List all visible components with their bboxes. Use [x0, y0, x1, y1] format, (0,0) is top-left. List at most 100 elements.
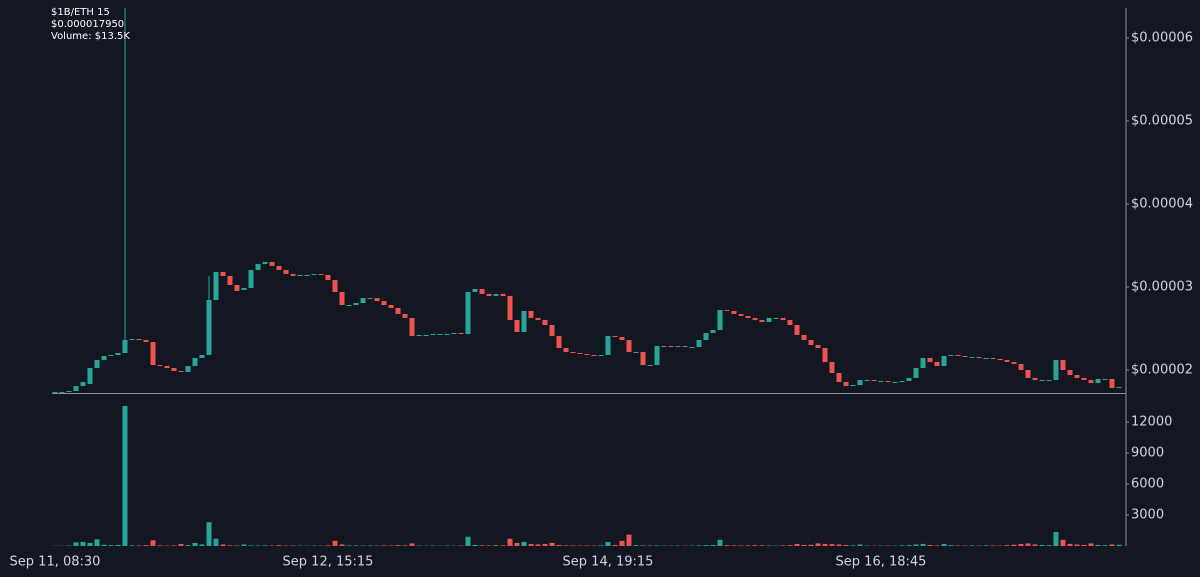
volume-bar — [1095, 544, 1101, 546]
candle-body — [339, 291, 345, 306]
volume-bar — [472, 544, 478, 546]
candle-body — [990, 357, 996, 359]
candle-body — [864, 379, 870, 381]
candle-body — [458, 332, 464, 334]
candle-body — [528, 310, 534, 318]
volume-bar — [703, 545, 709, 546]
volume-bar — [521, 541, 527, 546]
volume-bar — [549, 542, 555, 546]
candle-body — [1053, 360, 1059, 380]
candle-body — [311, 273, 317, 275]
candle-body — [500, 293, 506, 296]
volume-bar — [822, 543, 828, 546]
volume-bar — [836, 544, 842, 546]
candle-body — [549, 325, 555, 336]
candle-body — [346, 305, 352, 307]
volume-tick-label: 9000 — [1131, 446, 1164, 461]
volume-bar — [136, 545, 142, 546]
volume-bar — [353, 545, 359, 546]
volume-bar — [94, 539, 100, 546]
y-tick-label: $0.00003 — [1131, 279, 1193, 294]
candle-body — [794, 325, 800, 335]
candle-body — [353, 303, 359, 306]
volume-bar — [745, 545, 751, 546]
volume-bar — [654, 545, 660, 546]
candle-body — [815, 345, 821, 349]
candle-body — [94, 360, 100, 369]
volume-bar — [241, 544, 247, 546]
volume-bar — [192, 542, 198, 546]
candle-body — [577, 352, 583, 354]
candle-body — [934, 362, 940, 367]
volume-bar — [1046, 545, 1052, 546]
candle-body — [570, 351, 576, 353]
candle-body — [171, 368, 177, 372]
volume-bar — [227, 545, 233, 546]
candle-body — [1039, 379, 1045, 381]
candle-body — [542, 320, 548, 326]
candle-body — [878, 381, 884, 383]
candle-body — [892, 382, 898, 384]
candle-body — [563, 348, 569, 352]
candle-body — [927, 357, 933, 363]
candle-body — [409, 317, 415, 336]
candle-body — [689, 347, 695, 349]
volume-bar — [787, 545, 793, 546]
candle-body — [1074, 374, 1080, 378]
volume-bar — [556, 544, 562, 546]
candle-body — [129, 339, 135, 341]
volume-bar — [367, 545, 373, 546]
candle-body — [969, 356, 975, 358]
candle-body — [1060, 360, 1066, 371]
candle-body — [906, 377, 912, 382]
volume-bar — [801, 544, 807, 546]
candle-body — [325, 274, 331, 281]
candle-body — [654, 346, 660, 366]
volume-bar — [528, 543, 534, 546]
volume-bar — [563, 545, 569, 546]
candle-body — [773, 317, 779, 319]
candle-body — [647, 365, 653, 367]
volume-bar — [584, 545, 590, 546]
candle-body — [955, 354, 961, 356]
volume-bar — [1088, 543, 1094, 546]
volume-bar — [696, 545, 702, 546]
y-tick-label: $0.00006 — [1131, 30, 1193, 45]
volume-bar — [1004, 545, 1010, 546]
volume-bar — [339, 544, 345, 546]
candle-body — [941, 355, 947, 367]
volume-bar — [1039, 544, 1045, 546]
candle-body — [136, 339, 142, 341]
volume-bar — [185, 545, 191, 546]
volume-bar — [759, 545, 765, 546]
volume-bar — [598, 545, 604, 546]
candle-body — [668, 346, 674, 348]
candle-body — [199, 354, 205, 358]
volume-bar — [934, 545, 940, 546]
candle-body — [801, 334, 807, 341]
candle-body — [220, 271, 226, 276]
plot-area — [52, 8, 1122, 546]
candle-body — [108, 354, 114, 356]
volume-bar — [1032, 544, 1038, 546]
candle-body — [255, 264, 261, 270]
candle-body — [227, 275, 233, 286]
candle-body — [976, 356, 982, 358]
candle-body — [304, 274, 310, 276]
candle-body — [640, 351, 646, 366]
candle-body — [556, 335, 562, 349]
volume-bar — [857, 544, 863, 546]
candle-body — [73, 386, 79, 392]
volume-bar — [255, 545, 261, 546]
candle-body — [374, 298, 380, 302]
volume-bar — [178, 543, 184, 546]
volume-bar — [234, 545, 240, 546]
volume-bar — [899, 545, 905, 546]
volume-bar — [332, 540, 338, 546]
candle-body — [276, 265, 282, 270]
volume-bar — [535, 544, 541, 546]
candle-body — [1004, 360, 1010, 363]
volume-bar — [850, 545, 856, 546]
candle-body — [780, 317, 786, 321]
candle-body — [1081, 377, 1087, 380]
